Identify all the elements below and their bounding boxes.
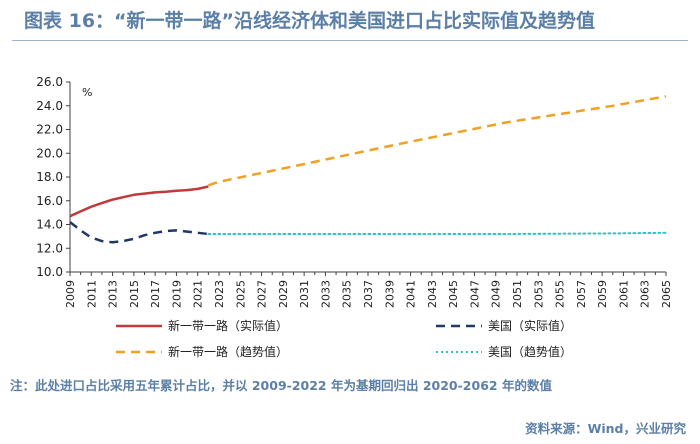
series-layer — [69, 95, 667, 244]
x-tick-label: 2035 — [341, 280, 354, 308]
x-tick-label: 2065 — [660, 280, 673, 308]
x-tick-label: 2013 — [107, 280, 120, 308]
x-tick-label: 2041 — [405, 280, 418, 308]
x-tick-label: 2033 — [319, 280, 332, 308]
x-tick-label: 2029 — [277, 280, 290, 308]
footnote: 注：此处进口占比采用五年累计占比，并以 2009-2022 年为基期回归出 20… — [10, 378, 552, 393]
x-tick-label: 2059 — [596, 280, 609, 308]
legend-label-3: 新一带一路（趋势值） — [168, 344, 288, 359]
series-line-4 — [207, 231, 667, 235]
chart-title: 图表 16：“新一带一路”沿线经济体和美国进口占比实际值及趋势值 — [24, 10, 596, 32]
x-tick-label: 2027 — [256, 280, 269, 308]
y-tick-label: 20.0 — [36, 146, 63, 160]
y-axis-unit: % — [82, 86, 92, 99]
x-tick-label: 2055 — [554, 280, 567, 308]
x-tick-label: 2011 — [85, 280, 98, 308]
y-tick-label: 10.0 — [36, 265, 63, 279]
x-tick-label: 2023 — [213, 280, 226, 308]
x-tick-label: 2009 — [64, 280, 77, 308]
source-credit: 资料来源：Wind，兴业研究 — [525, 421, 686, 436]
x-tick-label: 2047 — [468, 280, 481, 308]
title-divider — [12, 40, 688, 41]
x-tick-label: 2021 — [192, 280, 205, 308]
y-tick-label: 12.0 — [36, 241, 63, 255]
x-tick-label: 2019 — [170, 280, 183, 308]
series-line-2 — [69, 221, 209, 244]
x-tick-label: 2037 — [362, 280, 375, 308]
y-tick-label: 26.0 — [36, 75, 63, 89]
x-axis: 2009 2011 2013 2015 2017 2019 2021 2023 2025 2027… — [64, 271, 673, 308]
legend-label-4: 美国（趋势值） — [488, 344, 572, 359]
x-tick-label: 2045 — [447, 280, 460, 308]
legend-label-2: 美国（实际值） — [488, 318, 572, 333]
x-tick-label: 2063 — [639, 280, 652, 308]
x-tick-label: 2017 — [149, 280, 162, 308]
x-tick-label: 2043 — [426, 280, 439, 308]
x-tick-label: 2015 — [128, 280, 141, 308]
series-line-3 — [208, 95, 667, 187]
x-tick-label: 2025 — [234, 280, 247, 308]
legend-label-1: 新一带一路（实际值） — [168, 318, 288, 333]
x-tick-label: 2049 — [490, 280, 503, 308]
x-tick-label: 2057 — [575, 280, 588, 308]
series-line-1 — [69, 185, 209, 218]
y-tick-label: 16.0 — [36, 194, 63, 208]
y-axis: 10.0 12.0 14.0 16.0 18.0 20.0 22.0 24.0 26.0% — [36, 75, 92, 279]
x-tick-label: 2053 — [532, 280, 545, 308]
y-tick-label: 22.0 — [36, 123, 63, 137]
x-tick-label: 2061 — [617, 280, 630, 308]
x-tick-label: 2051 — [511, 280, 524, 308]
y-tick-label: 14.0 — [36, 218, 63, 232]
y-tick-label: 24.0 — [36, 99, 63, 113]
x-tick-label: 2031 — [298, 280, 311, 308]
x-tick-label: 2039 — [383, 280, 396, 308]
legend: 新一带一路（实际值） 美国（实际值） 新一带一路（趋势值） 美国（趋势值） — [116, 318, 572, 359]
y-tick-label: 18.0 — [36, 170, 63, 184]
